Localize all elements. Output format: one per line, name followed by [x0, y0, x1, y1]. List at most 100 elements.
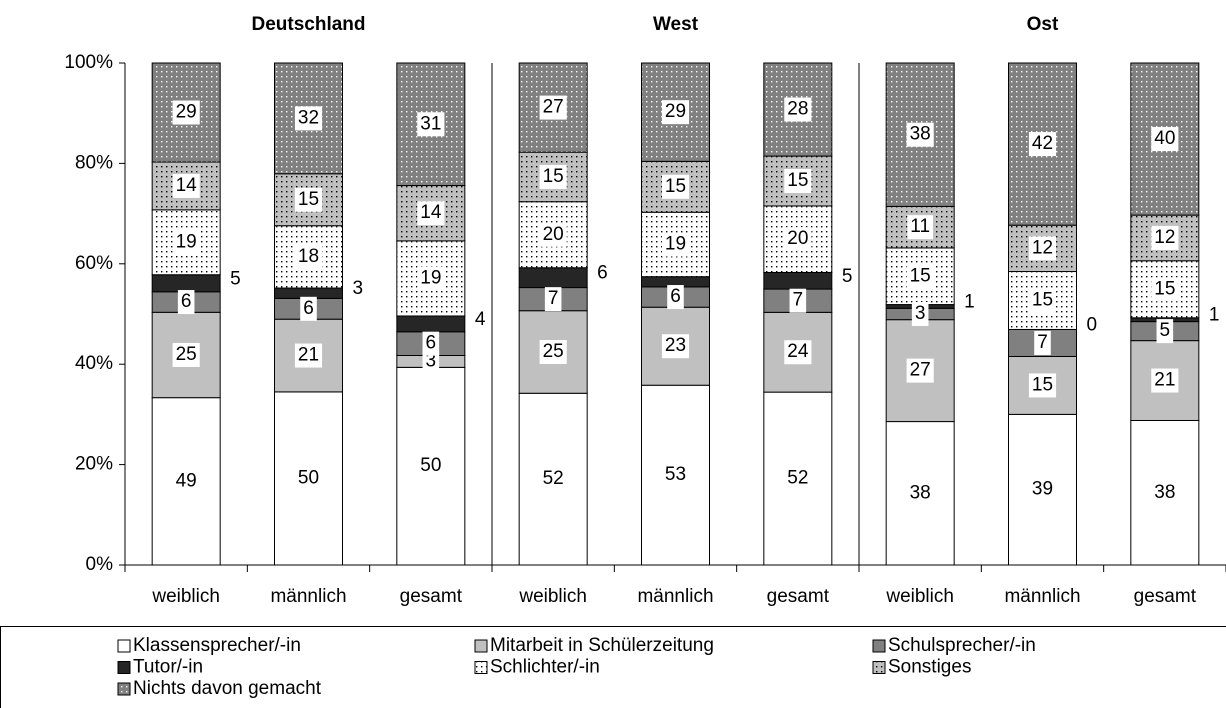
data-label-bg [544, 287, 562, 312]
data-label-group: 15 [661, 174, 690, 199]
data-label-bg [539, 95, 567, 120]
data-label: 14 [420, 202, 442, 223]
data-label-bg [539, 222, 567, 247]
data-label: 24 [787, 341, 809, 362]
data-label-bg [661, 463, 690, 488]
group-title: West [653, 14, 699, 35]
data-label-bg [1028, 477, 1057, 502]
data-label: 12 [1032, 237, 1053, 258]
data-label: 53 [665, 464, 686, 485]
data-label-group: 5 [1156, 319, 1174, 344]
data-label: 7 [1037, 332, 1048, 353]
data-label: 5 [842, 266, 853, 287]
data-label: 15 [665, 176, 686, 197]
data-label-bg [172, 342, 200, 367]
data-label-group: 19 [172, 230, 200, 255]
data-label: 31 [420, 113, 441, 134]
data-label-group: 14 [172, 173, 200, 198]
data-label-group: 20 [539, 222, 567, 247]
data-label: 15 [543, 166, 564, 187]
data-label-group: 52 [784, 466, 812, 491]
data-label-group: 6 [667, 285, 684, 310]
data-label: 0 [1087, 314, 1098, 335]
data-label-bg [784, 227, 812, 252]
data-label-group: 15 [539, 164, 567, 189]
x-tick-label: gesamt [767, 586, 830, 607]
legend-swatch [474, 661, 488, 674]
data-label-bg [1028, 132, 1057, 157]
x-tick-label: weiblich [151, 586, 220, 607]
data-label-group: 42 [1028, 132, 1057, 157]
x-tick-label: männlich [637, 586, 713, 607]
data-label-group: 49 [172, 469, 200, 494]
data-label: 3 [426, 350, 437, 371]
data-label-group: 39 [1028, 477, 1057, 502]
data-label-bg [172, 100, 200, 125]
data-label-group: 12 [1151, 225, 1179, 250]
y-tick-label: 100% [64, 52, 113, 73]
data-label-bg [417, 266, 445, 291]
data-label-bg [294, 187, 323, 212]
data-label-group: 50 [417, 454, 445, 479]
y-tick-label: 60% [75, 253, 113, 274]
data-label: 7 [548, 288, 559, 309]
bar-segment [518, 267, 588, 289]
data-label-bg [784, 97, 812, 122]
data-label-group: 18 [294, 244, 323, 269]
data-label-group: 24 [784, 340, 812, 365]
bar-segment [151, 274, 221, 293]
data-label-group: 7 [1034, 330, 1051, 355]
bar-segment [763, 271, 833, 290]
x-tick-label: weiblich [518, 586, 587, 607]
data-label: 38 [1154, 482, 1175, 503]
data-label: 3 [353, 278, 364, 299]
data-label-bg [294, 106, 323, 131]
data-label: 18 [298, 246, 319, 267]
data-label-bg [784, 340, 812, 365]
y-tick-label: 80% [75, 152, 113, 173]
data-label-group: 27 [906, 358, 934, 383]
data-label: 15 [787, 170, 808, 191]
data-label-group: 29 [172, 100, 200, 125]
data-label: 38 [910, 124, 931, 145]
data-label-bg [417, 454, 445, 479]
data-label-group: 19 [661, 232, 690, 257]
data-label-bg [1028, 236, 1057, 261]
data-label: 5 [230, 268, 241, 289]
data-label-group: 50 [294, 466, 323, 491]
data-label: 28 [787, 99, 808, 120]
data-label-group: 53 [661, 463, 690, 488]
data-label: 52 [543, 468, 564, 489]
data-label: 25 [543, 341, 564, 362]
data-label: 27 [543, 97, 564, 118]
x-tick-label: gesamt [400, 586, 463, 607]
data-label: 4 [475, 309, 486, 330]
data-label: 21 [1154, 370, 1175, 391]
data-label: 7 [793, 290, 804, 311]
data-label-bg [539, 164, 567, 189]
data-label: 15 [1032, 290, 1053, 311]
data-label-bg [172, 469, 200, 494]
data-label-bg [422, 331, 440, 356]
data-label-bg [1151, 277, 1179, 302]
data-label-bg [294, 343, 323, 368]
data-label-bg [417, 201, 445, 226]
data-label-group: 15 [1028, 288, 1057, 313]
data-label-group: 7 [544, 287, 562, 312]
data-label-group: 15 [784, 169, 812, 194]
data-label-bg [906, 264, 934, 289]
data-label-bg [784, 169, 812, 194]
data-label: 27 [910, 360, 931, 381]
data-label: 1 [964, 291, 975, 312]
data-label: 6 [670, 286, 681, 307]
data-label-group: 6 [300, 296, 317, 321]
data-label-bg [1028, 373, 1057, 398]
data-label: 19 [420, 267, 441, 288]
x-tick-label: männlich [1004, 586, 1080, 607]
data-label-group: 6 [177, 290, 195, 315]
data-label: 15 [1032, 374, 1053, 395]
data-label: 20 [543, 224, 564, 245]
data-label: 39 [1032, 479, 1053, 500]
data-label-bg [661, 334, 690, 359]
bar-segment [396, 315, 466, 333]
